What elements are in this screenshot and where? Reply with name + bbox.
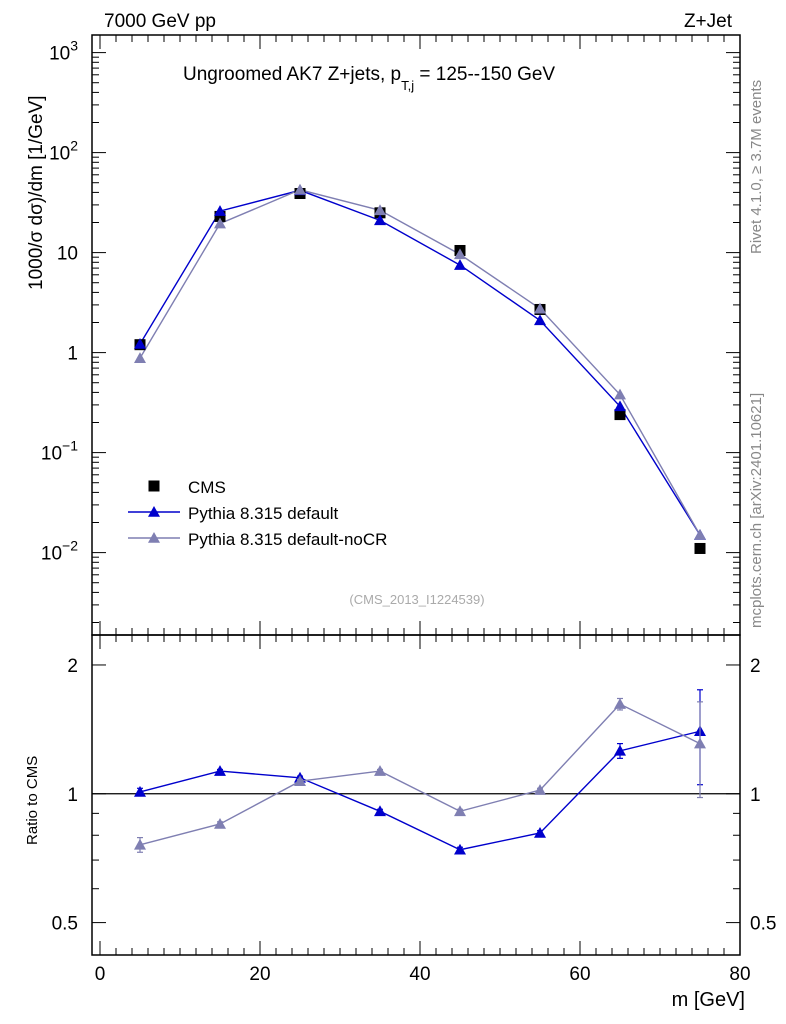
data-point-nocr (534, 302, 546, 314)
ratio-point-nocr (454, 805, 466, 817)
main-y-axis-label: 1000/σ dσ)/dm [1/GeV] (26, 95, 47, 290)
data-point-default (134, 337, 146, 349)
data-point-default (454, 259, 466, 270)
ratio-point-default (214, 765, 226, 776)
x-axis-label: m [GeV] (672, 989, 745, 1011)
legend-label-default: Pythia 8.315 default (188, 504, 339, 523)
ratio-axis-ticks: 2 2 1 1 0.5 0.5 0 20 40 60 80 (52, 635, 776, 985)
header-right: Z+Jet (684, 11, 733, 32)
series-line-nocr (139, 189, 701, 536)
ratio-point-nocr (374, 765, 386, 776)
data-point-nocr (454, 248, 466, 260)
main-title-tail: = 125--150 GeV (414, 64, 555, 85)
ratio-line-nocr (139, 703, 701, 846)
x-tick-label: 60 (569, 964, 590, 985)
ratio-y-tick-label-right: 1 (750, 785, 761, 806)
ratio-point-nocr (614, 698, 626, 709)
ratio-y-tick-label: 2 (67, 656, 78, 677)
ratio-point-default (454, 843, 466, 855)
main-y-tick-label: 1 (67, 344, 78, 365)
data-point-nocr (374, 204, 386, 216)
data-point-default (614, 400, 626, 412)
main-y-tick-label: 102 (49, 138, 78, 165)
x-tick-label: 40 (409, 964, 430, 985)
ratio-point-nocr (134, 838, 146, 850)
data-point-nocr (694, 529, 706, 540)
x-tick-label: 20 (249, 964, 270, 985)
legend-marker-cms (148, 480, 160, 492)
legend-label-nocr: Pythia 8.315 default-noCR (188, 530, 387, 549)
ratio-point-nocr (214, 817, 226, 829)
main-y-tick-label: 10−1 (41, 438, 78, 465)
main-y-tick-label: 10−2 (41, 538, 78, 565)
mcplots-label: mcplots.cern.ch [arXiv:2401.10621] (748, 393, 765, 628)
ratio-point-default (134, 785, 146, 797)
legend-marker-default (148, 506, 160, 517)
data-point-nocr (134, 352, 146, 363)
ratio-y-tick-label: 1 (67, 785, 78, 806)
x-tick-label: 80 (729, 964, 750, 985)
ratio-line-default (139, 730, 701, 851)
data-point-nocr (294, 183, 306, 195)
ratio-point-default (374, 805, 386, 817)
data-point-cms (614, 409, 626, 421)
ratio-point-default (534, 826, 546, 838)
main-title-subscript: T,j (401, 78, 414, 93)
ratio-point-default (614, 744, 626, 756)
main-series-layer (134, 183, 706, 554)
legend-label-cms: CMS (188, 478, 226, 497)
series-line-default (139, 189, 701, 536)
ratio-point-nocr (534, 784, 546, 795)
main-y-tick-label: 10 (57, 244, 78, 265)
ratio-point-nocr (694, 737, 706, 749)
x-tick-label: 0 (95, 964, 106, 985)
data-point-nocr (614, 388, 626, 400)
ratio-series-layer (134, 689, 706, 855)
ratio-y-tick-label-right: 0.5 (750, 914, 776, 935)
ratio-plot-frame (91, 634, 741, 956)
data-point-nocr (214, 217, 226, 229)
data-point-default (374, 214, 386, 226)
ratio-y-tick-label-right: 2 (750, 656, 761, 677)
legend: CMS Pythia 8.315 default Pythia 8.315 defa… (128, 478, 387, 549)
ratio-y-tick-label: 0.5 (52, 914, 78, 935)
data-point-cms (214, 210, 226, 222)
header-left: 7000 GeV pp (104, 11, 216, 32)
analysis-watermark: (CMS_2013_I1224539) (349, 592, 484, 607)
data-point-default (214, 205, 226, 216)
main-title: Ungroomed AK7 Z+jets, pT,j = 125--150 Ge… (183, 64, 555, 93)
data-point-default (534, 314, 546, 326)
ratio-y-axis-label: Ratio to CMS (24, 756, 41, 845)
data-point-cms (694, 542, 706, 554)
rivet-version-label: Rivet 4.1.0, ≥ 3.7M events (748, 80, 765, 254)
legend-marker-nocr (148, 532, 160, 543)
main-title-text: Ungroomed AK7 Z+jets, p (183, 64, 401, 85)
main-y-tick-label: 103 (49, 38, 78, 65)
ratio-point-nocr (294, 775, 306, 787)
